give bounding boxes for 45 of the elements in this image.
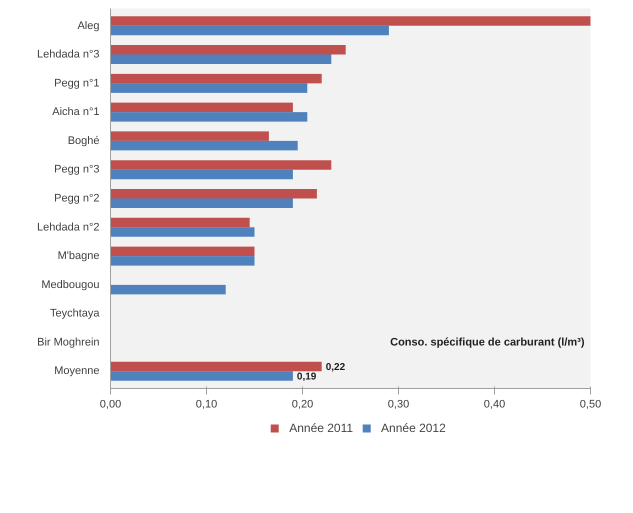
- bar: [110, 227, 254, 237]
- x-tick-label: 0,20: [292, 398, 314, 410]
- bar: [110, 54, 332, 64]
- bar: [110, 284, 226, 294]
- bar: [110, 362, 322, 372]
- bar: [110, 189, 317, 198]
- bar: [110, 160, 332, 170]
- bar: [110, 26, 389, 36]
- bar: [110, 198, 293, 208]
- x-tick-label: 0,10: [196, 398, 218, 410]
- y-tick-label: Pegg n°1: [54, 77, 100, 90]
- y-tick-label: M'bagne: [58, 250, 100, 262]
- bar: [110, 102, 293, 112]
- annotation: Conso. spécifique de carburant (l/m³): [390, 336, 585, 348]
- bar: [110, 256, 254, 266]
- bar: [110, 140, 298, 150]
- bar: [110, 112, 308, 122]
- y-tick-label: Aleg: [77, 20, 100, 32]
- bar: [110, 371, 293, 381]
- y-tick-label: Teychtaya: [50, 308, 100, 320]
- y-tick-label: Lehdada n°3: [36, 48, 100, 61]
- y-tick-label: Medbougou: [41, 278, 100, 291]
- data-label: 0,22: [326, 362, 346, 373]
- y-tick-label: Moyenne: [54, 365, 100, 378]
- bar: [110, 74, 322, 84]
- legend-label: Année 2012: [381, 421, 446, 435]
- y-tick-label: Pegg n°3: [54, 164, 100, 176]
- bar: [110, 131, 269, 141]
- bar: [110, 45, 346, 55]
- y-tick-label: Pegg n°2: [54, 192, 100, 204]
- bar: [110, 170, 293, 180]
- legend-label: Année 2011: [289, 421, 354, 435]
- y-tick-label: Aicha n°1: [52, 106, 100, 118]
- x-tick-label: 0,50: [580, 398, 602, 410]
- bar: [110, 83, 308, 93]
- bar: [110, 218, 250, 228]
- y-tick-label: Bir Moghrein: [37, 336, 100, 348]
- y-tick-label: Boghé: [68, 134, 100, 147]
- x-tick-label: 0,00: [100, 398, 122, 410]
- x-tick-label: 0,40: [484, 398, 506, 410]
- bar: [110, 246, 254, 256]
- x-tick-label: 0,30: [388, 398, 410, 410]
- y-tick-label: Lehdada n°2: [36, 221, 100, 234]
- data-label: 0,19: [296, 371, 317, 382]
- bar: [110, 16, 590, 26]
